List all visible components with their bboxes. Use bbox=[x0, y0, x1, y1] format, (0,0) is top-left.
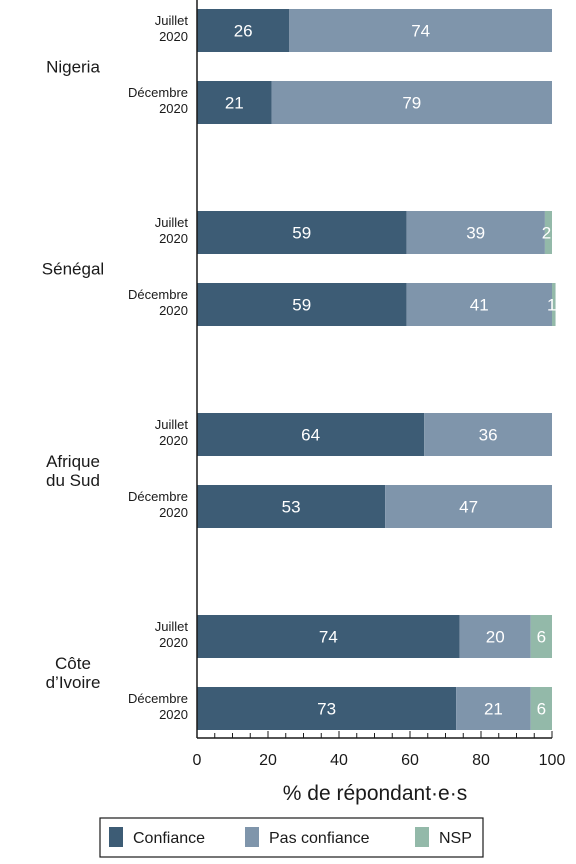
data-label: 20 bbox=[486, 628, 505, 647]
data-label: 59 bbox=[292, 224, 311, 243]
data-label: 41 bbox=[470, 296, 489, 315]
bar-segment-confiance bbox=[197, 687, 457, 730]
period-label: 2020 bbox=[159, 29, 188, 44]
period-label: Juillet bbox=[155, 619, 189, 634]
bar-segment-confiance bbox=[197, 81, 272, 124]
period-label: 2020 bbox=[159, 505, 188, 520]
data-label: 36 bbox=[479, 426, 498, 445]
data-label: 21 bbox=[484, 700, 503, 719]
period-label: 2020 bbox=[159, 303, 188, 318]
period-label: Juillet bbox=[155, 417, 189, 432]
bar-segment-nsp bbox=[544, 211, 552, 254]
bar-segment-confiance bbox=[197, 9, 290, 52]
period-label: 2020 bbox=[159, 635, 188, 650]
x-tick-label: 100 bbox=[539, 752, 566, 769]
bar-segment-pas-confiance bbox=[424, 413, 552, 456]
legend-label: Pas confiance bbox=[269, 830, 370, 847]
data-label: 1 bbox=[547, 296, 556, 315]
x-tick-label: 20 bbox=[259, 752, 277, 769]
data-label: 21 bbox=[225, 94, 244, 113]
data-label: 6 bbox=[537, 700, 546, 719]
bar-segment-confiance bbox=[197, 211, 407, 254]
data-label: 64 bbox=[301, 426, 320, 445]
x-tick-label: 60 bbox=[401, 752, 419, 769]
period-label: Juillet bbox=[155, 13, 189, 28]
data-label: 59 bbox=[292, 296, 311, 315]
data-label: 26 bbox=[234, 22, 253, 41]
bar-segment-confiance bbox=[197, 485, 386, 528]
period-label: Décembre bbox=[128, 489, 188, 504]
data-label: 74 bbox=[411, 22, 430, 41]
data-label: 74 bbox=[319, 628, 338, 647]
data-label: 6 bbox=[537, 628, 546, 647]
period-label: Décembre bbox=[128, 691, 188, 706]
period-label: 2020 bbox=[159, 707, 188, 722]
bar-segment-pas-confiance bbox=[456, 687, 531, 730]
x-tick-label: 80 bbox=[472, 752, 490, 769]
bar-segment-pas-confiance bbox=[385, 485, 552, 528]
bar-segment-pas-confiance bbox=[406, 283, 552, 326]
country-label: Sénégal bbox=[42, 260, 104, 279]
period-label: Juillet bbox=[155, 215, 189, 230]
x-tick-label: 0 bbox=[193, 752, 202, 769]
country-label: du Sud bbox=[46, 471, 100, 490]
bar-segment-pas-confiance bbox=[406, 211, 545, 254]
period-label: Décembre bbox=[128, 287, 188, 302]
legend-swatch bbox=[109, 827, 123, 847]
bar-segment-confiance bbox=[197, 615, 460, 658]
bar-segment-confiance bbox=[197, 283, 407, 326]
legend-label: Confiance bbox=[133, 830, 205, 847]
bar-segment-pas-confiance bbox=[289, 9, 552, 52]
period-label: 2020 bbox=[159, 231, 188, 246]
data-label: 39 bbox=[466, 224, 485, 243]
country-label: Nigeria bbox=[46, 58, 100, 77]
period-label: Décembre bbox=[128, 85, 188, 100]
bar-segment-nsp bbox=[530, 687, 552, 730]
bar-segment-nsp bbox=[552, 283, 556, 326]
bar-segment-pas-confiance bbox=[271, 81, 552, 124]
period-label: 2020 bbox=[159, 101, 188, 116]
country-label: Afrique bbox=[46, 452, 100, 471]
x-axis-title: % de répondant·e·s bbox=[283, 782, 467, 805]
bar-segment-confiance bbox=[197, 413, 425, 456]
legend-swatch bbox=[415, 827, 429, 847]
data-label: 2 bbox=[542, 224, 551, 243]
legend-label: NSP bbox=[439, 830, 472, 847]
x-tick-label: 40 bbox=[330, 752, 348, 769]
data-label: 79 bbox=[402, 94, 421, 113]
country-label: d’Ivoire bbox=[46, 673, 101, 692]
bar-segment-pas-confiance bbox=[459, 615, 531, 658]
data-label: 47 bbox=[459, 498, 478, 517]
data-label: 53 bbox=[282, 498, 301, 517]
period-label: 2020 bbox=[159, 433, 188, 448]
country-label: Côte bbox=[55, 654, 91, 673]
data-label: 73 bbox=[317, 700, 336, 719]
bar-segment-nsp bbox=[530, 615, 552, 658]
legend-swatch bbox=[245, 827, 259, 847]
